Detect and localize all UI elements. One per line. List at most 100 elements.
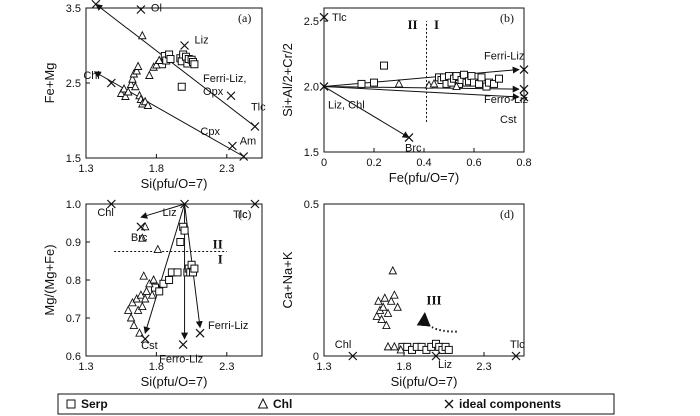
x-tick-label: 1.3 bbox=[78, 163, 93, 175]
component-label: Liz bbox=[438, 359, 452, 371]
trend-arrow bbox=[323, 66, 520, 88]
y-tick-label: 0.7 bbox=[66, 313, 81, 325]
chl-point bbox=[137, 233, 147, 242]
chl-point bbox=[123, 305, 133, 314]
chl-point bbox=[152, 60, 161, 69]
x-tick-label: 1.8 bbox=[149, 361, 164, 373]
serp-point bbox=[165, 276, 174, 284]
ideal-component: Ferri-Liz,Opx bbox=[203, 73, 246, 101]
chl-point bbox=[140, 221, 150, 231]
serp-point bbox=[475, 79, 483, 88]
ideal-component: Brc bbox=[404, 133, 422, 155]
component-label: Liz bbox=[195, 35, 209, 47]
chl-point bbox=[383, 341, 393, 351]
trend-arrow bbox=[323, 86, 520, 101]
chl-point bbox=[137, 301, 147, 311]
component-label: Tlc bbox=[332, 12, 347, 24]
y-tick-label: 2.5 bbox=[304, 16, 319, 28]
ideal-component: Tlc bbox=[510, 339, 525, 361]
field-label: II bbox=[407, 17, 417, 32]
chl-point bbox=[394, 78, 404, 88]
chl-point bbox=[380, 293, 390, 302]
y-axis-label: Ca+Na+K bbox=[280, 251, 295, 308]
y-tick-label: 1.5 bbox=[304, 147, 319, 159]
component-label: Ol bbox=[151, 3, 162, 15]
legend-label: Serp bbox=[81, 397, 108, 411]
component-label: Liz, Chl bbox=[328, 100, 365, 112]
x-tick-label: 0.2 bbox=[366, 157, 381, 169]
ideal-component: Ferri-Liz bbox=[484, 51, 529, 74]
legend-cross-icon bbox=[444, 399, 454, 409]
component-label: Ferri-Liz bbox=[208, 320, 248, 332]
chl-point bbox=[137, 30, 147, 40]
ideal-component: Tlc bbox=[233, 199, 260, 221]
serp-point bbox=[173, 268, 182, 277]
ideal-component: Brc,Cst bbox=[36, 0, 101, 9]
y-tick-label: 0.8 bbox=[66, 275, 81, 287]
serp-point bbox=[370, 78, 378, 87]
ideal-component: Tlc bbox=[319, 12, 347, 24]
x-axis-label: Fe(pfu/O=7) bbox=[389, 170, 459, 185]
field-label: I bbox=[434, 17, 439, 32]
ideal-component: Liz bbox=[180, 35, 209, 50]
x-tick-label: 2.3 bbox=[219, 163, 234, 175]
trend-arrow bbox=[143, 203, 186, 334]
y-tick-label: 2.5 bbox=[66, 78, 81, 90]
panel-tag: (d) bbox=[500, 207, 514, 221]
x-tick-label: 1.8 bbox=[396, 361, 411, 373]
chl-point bbox=[378, 302, 388, 311]
ideal-component: Cst bbox=[500, 92, 529, 126]
x-tick-label: 2.3 bbox=[219, 361, 234, 373]
ideal-component: Liz, Chl bbox=[319, 82, 365, 112]
ideal-component: Liz bbox=[163, 199, 189, 219]
legend-triangle-icon bbox=[257, 397, 269, 409]
y-tick-label: 0.6 bbox=[66, 351, 81, 363]
legend-square-icon bbox=[66, 399, 76, 409]
serp-point bbox=[177, 82, 186, 91]
x-tick-label: 0 bbox=[321, 157, 327, 169]
x-axis-label: Si(pfu/O=7) bbox=[141, 374, 208, 389]
panel-2: 1.3 1.8 2.3 0.6 0.7 0.8 0.9 1.0 Si(pfu/O=7) Mg/(M… bbox=[42, 199, 263, 389]
ideal-component: Chl bbox=[97, 199, 116, 219]
component-label: Cst bbox=[141, 340, 158, 352]
y-tick-label: 0 bbox=[313, 351, 319, 363]
chl-point bbox=[153, 244, 163, 254]
x-tick-label: 2.3 bbox=[476, 361, 491, 373]
serp-point bbox=[460, 70, 468, 79]
chl-point bbox=[390, 290, 399, 299]
chl-point bbox=[132, 66, 142, 75]
x-tick-label: 1.3 bbox=[316, 361, 331, 373]
chl-point bbox=[133, 61, 143, 70]
chl-point bbox=[429, 78, 439, 88]
chl-point bbox=[390, 341, 399, 351]
chl-point bbox=[126, 79, 136, 88]
dotted-trend-arrow bbox=[416, 312, 457, 333]
serp-point bbox=[190, 264, 199, 273]
serp-point bbox=[176, 238, 185, 246]
legend-label: Chl bbox=[273, 397, 292, 411]
serp-point bbox=[190, 60, 199, 69]
component-label: Brc bbox=[405, 143, 422, 155]
component-label: Ferro-Liz bbox=[484, 94, 528, 106]
chl-point bbox=[128, 74, 137, 83]
component-label: Ferro-Liz bbox=[159, 354, 203, 366]
ideal-component: Ferri-Liz bbox=[195, 320, 248, 338]
serp-point bbox=[380, 61, 388, 70]
field-label: II bbox=[213, 237, 223, 252]
ideal-component: Cpx bbox=[200, 126, 237, 151]
component-label: Liz bbox=[163, 207, 177, 219]
panel-0: 1.3 1.8 2.3 1.5 2.5 3.5 Si(pfu/O=7) Fe+Mg (a) Brc… bbox=[36, 0, 266, 191]
legend: Serp Chl ideal components bbox=[57, 393, 615, 415]
y-tick-label: 0.9 bbox=[66, 237, 81, 249]
x-tick-label: 1.8 bbox=[149, 163, 164, 175]
serp-point bbox=[180, 226, 189, 235]
chl-point bbox=[130, 81, 140, 91]
chl-point bbox=[452, 81, 461, 90]
component-label: Tlc bbox=[233, 209, 248, 221]
ideal-component: Cst bbox=[140, 334, 158, 352]
y-tick-label: 0.5 bbox=[304, 199, 319, 211]
chl-point bbox=[383, 308, 393, 317]
component-label: Brc bbox=[131, 232, 148, 244]
chl-point bbox=[147, 290, 157, 299]
serp-point bbox=[477, 73, 486, 82]
